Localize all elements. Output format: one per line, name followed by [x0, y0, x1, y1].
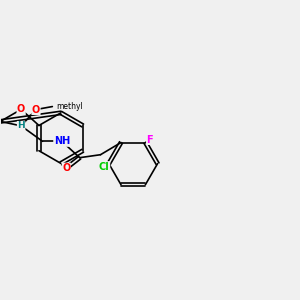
Text: F: F [146, 134, 153, 145]
Text: O: O [17, 104, 25, 114]
Text: Cl: Cl [99, 162, 110, 172]
Text: O: O [62, 163, 70, 173]
Text: O: O [32, 104, 40, 115]
Text: methyl: methyl [56, 102, 83, 111]
Text: H: H [17, 122, 25, 130]
Text: NH: NH [54, 136, 70, 146]
